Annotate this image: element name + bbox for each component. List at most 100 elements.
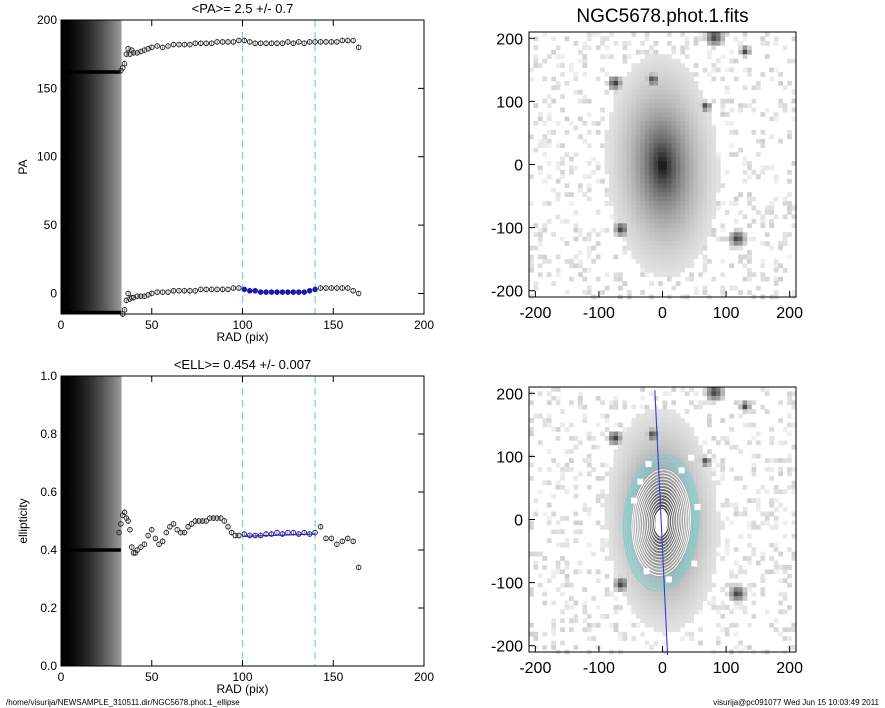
pixel — [769, 116, 775, 122]
pixel — [618, 192, 623, 197]
pixel — [640, 161, 645, 166]
pixel — [609, 143, 614, 148]
pixel — [537, 227, 543, 233]
pixel — [631, 467, 637, 472]
pixel — [680, 502, 686, 508]
pixel — [707, 49, 712, 55]
pixel — [684, 147, 690, 153]
pixel — [573, 152, 579, 157]
pixel — [644, 489, 650, 495]
pixel — [698, 178, 703, 184]
pixel — [555, 192, 561, 197]
x-tick-label: 0 — [58, 670, 65, 684]
pixel — [680, 232, 686, 237]
pixel — [729, 444, 734, 450]
pixel — [698, 591, 703, 597]
pixel — [707, 174, 712, 180]
pixel — [658, 413, 663, 419]
pixel — [555, 427, 561, 432]
pixel — [684, 121, 690, 126]
pixel — [618, 98, 623, 104]
pixel — [586, 183, 592, 189]
pixel — [644, 169, 650, 175]
pixel — [533, 413, 539, 419]
pixel — [582, 404, 588, 410]
pixel — [533, 636, 539, 641]
pixel — [631, 538, 637, 544]
pixel — [729, 152, 734, 157]
pixel — [626, 196, 632, 202]
pixel — [622, 440, 628, 446]
pixel — [738, 449, 743, 455]
pixel — [573, 165, 579, 171]
pixel — [622, 587, 628, 592]
pixel — [675, 116, 681, 122]
pixel — [577, 400, 583, 406]
pixel — [542, 227, 548, 233]
pixel — [778, 276, 783, 282]
pixel — [782, 591, 788, 597]
pixel — [698, 232, 703, 237]
isophote-contour — [628, 462, 695, 583]
pixel — [707, 201, 712, 206]
pixel — [577, 569, 583, 575]
pixel — [702, 254, 708, 260]
pixel — [644, 192, 650, 197]
pixel — [644, 76, 650, 82]
pixel — [684, 54, 690, 59]
pixel — [613, 560, 619, 566]
pixel — [787, 201, 792, 206]
pixel — [689, 556, 694, 561]
pixel — [626, 582, 632, 588]
shade-band — [78, 376, 81, 666]
pixel — [649, 49, 654, 55]
pixel — [707, 156, 712, 162]
pixel — [751, 613, 757, 619]
pixel — [791, 205, 797, 211]
pixel — [649, 210, 654, 215]
pixel — [666, 427, 672, 432]
pixel — [640, 214, 645, 220]
pixel — [711, 529, 717, 535]
pixel — [631, 636, 637, 641]
pixel — [653, 431, 659, 437]
pixel — [782, 267, 788, 273]
pixel — [698, 129, 703, 135]
pixel — [618, 467, 623, 472]
pixel — [537, 143, 543, 148]
pixel — [609, 404, 614, 410]
pixel — [715, 387, 721, 392]
data-point — [241, 37, 248, 44]
pixel — [640, 76, 645, 82]
pixel — [542, 152, 548, 157]
pixel — [649, 467, 654, 472]
pixel — [742, 254, 748, 260]
pixel — [778, 502, 783, 508]
pixel — [662, 622, 668, 628]
pixel — [693, 241, 699, 246]
chart-image: -200-200-100-10000100100200200NGC5678.ph… — [491, 6, 803, 322]
pixel — [715, 201, 721, 206]
pixel — [782, 103, 788, 108]
pixel — [649, 573, 654, 579]
pixel — [604, 129, 610, 135]
pixel — [609, 156, 614, 162]
data-point — [170, 288, 177, 294]
pixel — [560, 174, 565, 180]
pixel — [689, 223, 694, 229]
pixel — [653, 542, 659, 548]
pixel — [533, 103, 539, 108]
pixel — [760, 143, 766, 148]
pixel — [609, 32, 614, 37]
data-point — [312, 286, 318, 293]
pixel — [560, 542, 565, 548]
pixel — [666, 476, 672, 481]
pixel — [653, 511, 659, 517]
pixel — [631, 98, 637, 104]
pixel — [680, 254, 686, 260]
pixel — [586, 435, 592, 441]
pixel — [707, 578, 712, 584]
pixel — [595, 493, 601, 499]
pixel — [631, 600, 637, 606]
pixel — [537, 573, 543, 579]
